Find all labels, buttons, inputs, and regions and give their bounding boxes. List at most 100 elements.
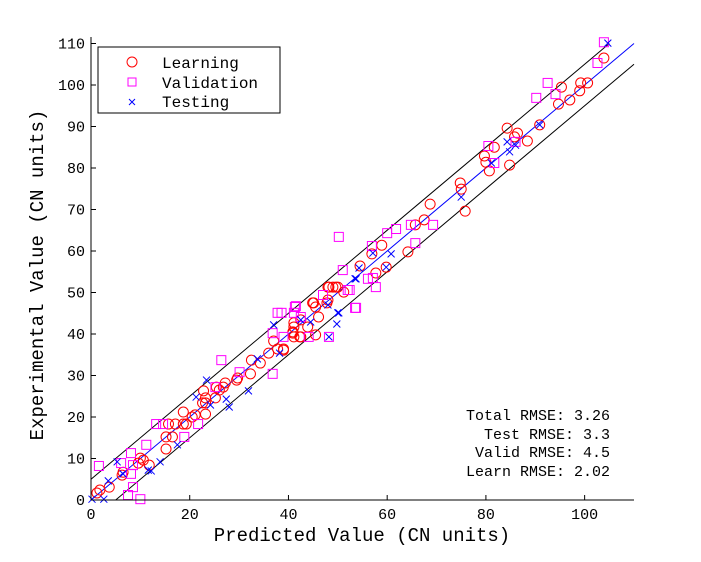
legend-square-icon <box>127 77 137 87</box>
learning-point <box>278 344 290 356</box>
testing-point <box>296 316 305 324</box>
testing-point <box>306 318 315 326</box>
learning-point <box>186 411 198 423</box>
y-tick-label: 40 <box>67 327 85 344</box>
validation-point <box>333 231 344 242</box>
legend-validation: Validation <box>162 75 258 93</box>
validation-point <box>125 448 136 459</box>
series-validation <box>93 37 609 505</box>
learning-point <box>366 248 378 260</box>
testing-point <box>225 403 234 411</box>
legend-x-icon <box>128 98 136 106</box>
y-tick-label: 10 <box>67 452 85 469</box>
validation-point <box>550 89 561 100</box>
learning-point <box>555 81 567 93</box>
testing-point <box>505 147 514 156</box>
testing-point <box>244 387 253 395</box>
y-tick-label: 0 <box>76 493 85 510</box>
legend-learning: Learning <box>162 55 239 73</box>
learning-point <box>402 246 414 258</box>
validation-point <box>179 431 190 442</box>
validation-point <box>295 311 306 322</box>
learning-point <box>288 321 300 333</box>
learning-point <box>521 135 533 147</box>
validation-point <box>542 77 553 88</box>
validation-point <box>267 368 278 379</box>
testing-point <box>206 401 215 409</box>
validation-point <box>410 238 421 249</box>
learning-point <box>310 329 322 341</box>
validation-point <box>216 355 227 366</box>
learning-point <box>454 177 466 189</box>
x-tick-label: 40 <box>279 507 297 524</box>
testing-point <box>156 457 164 466</box>
learning-point <box>338 286 350 298</box>
testing-point <box>324 301 332 309</box>
validation-point <box>290 301 301 312</box>
learning-point <box>143 459 155 471</box>
validation-point <box>510 136 521 147</box>
valid-rmse: Valid RMSE: 4.5 <box>475 445 610 462</box>
y-tick-label: 90 <box>67 120 85 137</box>
testing-point <box>603 39 612 47</box>
testing-point <box>269 321 278 329</box>
testing-point <box>113 457 122 466</box>
validation-point <box>125 468 136 479</box>
validation-point <box>141 439 152 450</box>
learning-point <box>313 311 325 323</box>
testing-point <box>352 274 360 283</box>
learning-point <box>501 122 513 134</box>
learning-point <box>177 418 189 430</box>
legend-circle-icon <box>126 56 138 68</box>
testing-point <box>99 495 108 504</box>
testing-point <box>382 263 391 272</box>
learning-point <box>169 418 181 430</box>
x-tick-label: 100 <box>571 507 598 524</box>
testing-point <box>202 376 211 384</box>
testing-point <box>192 393 200 401</box>
validation-point <box>592 58 603 69</box>
testing-point <box>457 193 466 201</box>
learning-point <box>213 384 225 396</box>
y-tick-label: 50 <box>67 286 85 303</box>
learning-point <box>132 457 144 469</box>
validation-point <box>272 307 283 318</box>
testing-point <box>222 395 231 404</box>
validation-point <box>483 141 494 152</box>
learning-point <box>424 198 436 210</box>
testing-point <box>173 440 182 449</box>
validation-point <box>93 460 104 471</box>
y-tick-label: 60 <box>67 244 85 261</box>
learning-point <box>327 281 339 293</box>
testing-point <box>369 249 377 257</box>
testing-point <box>333 308 342 317</box>
validation-point <box>337 265 348 276</box>
validation-point <box>318 289 329 300</box>
testing-point <box>275 349 284 357</box>
validation-point <box>278 331 289 342</box>
validation-point <box>135 494 146 505</box>
y-tick-label: 110 <box>58 37 85 54</box>
validation-point <box>158 419 169 430</box>
testing-point <box>487 159 496 167</box>
learning-point <box>295 331 307 343</box>
validation-point <box>289 302 300 313</box>
learning-point <box>354 260 366 272</box>
learning-point <box>512 127 524 139</box>
testing-point <box>351 274 359 283</box>
learning-point <box>534 119 546 131</box>
testing-point <box>104 477 113 485</box>
validation-point <box>193 419 204 430</box>
testing-point <box>503 138 511 146</box>
validation-point <box>210 382 221 393</box>
learning-point <box>574 85 586 97</box>
testing-point <box>147 467 156 475</box>
x-tick-label: 80 <box>477 507 495 524</box>
x-tick-label: 0 <box>86 507 95 524</box>
y-tick-label: 70 <box>67 203 85 220</box>
testing-point <box>535 120 544 129</box>
learning-point <box>376 239 388 251</box>
y-ticks: 0 10 20 30 40 50 60 70 80 90 100 110 <box>58 37 96 510</box>
learning-point <box>91 487 103 499</box>
